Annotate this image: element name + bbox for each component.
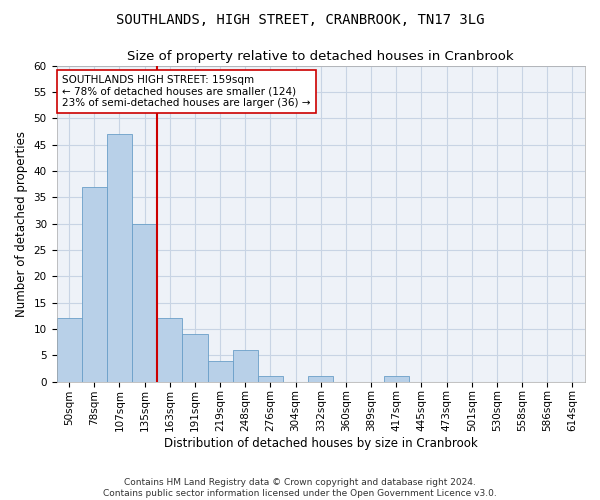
Bar	[56, 318, 82, 382]
Bar	[233, 350, 258, 382]
Title: Size of property relative to detached houses in Cranbrook: Size of property relative to detached ho…	[127, 50, 514, 63]
Bar	[208, 360, 233, 382]
Bar	[308, 376, 334, 382]
Bar	[82, 186, 107, 382]
Bar	[182, 334, 208, 382]
Bar	[132, 224, 157, 382]
Bar	[157, 318, 182, 382]
Text: SOUTHLANDS HIGH STREET: 159sqm
← 78% of detached houses are smaller (124)
23% of: SOUTHLANDS HIGH STREET: 159sqm ← 78% of …	[62, 75, 310, 108]
Y-axis label: Number of detached properties: Number of detached properties	[15, 130, 28, 316]
Bar	[107, 134, 132, 382]
Bar	[383, 376, 409, 382]
Text: SOUTHLANDS, HIGH STREET, CRANBROOK, TN17 3LG: SOUTHLANDS, HIGH STREET, CRANBROOK, TN17…	[116, 12, 484, 26]
Text: Contains HM Land Registry data © Crown copyright and database right 2024.
Contai: Contains HM Land Registry data © Crown c…	[103, 478, 497, 498]
Bar	[258, 376, 283, 382]
X-axis label: Distribution of detached houses by size in Cranbrook: Distribution of detached houses by size …	[164, 437, 478, 450]
